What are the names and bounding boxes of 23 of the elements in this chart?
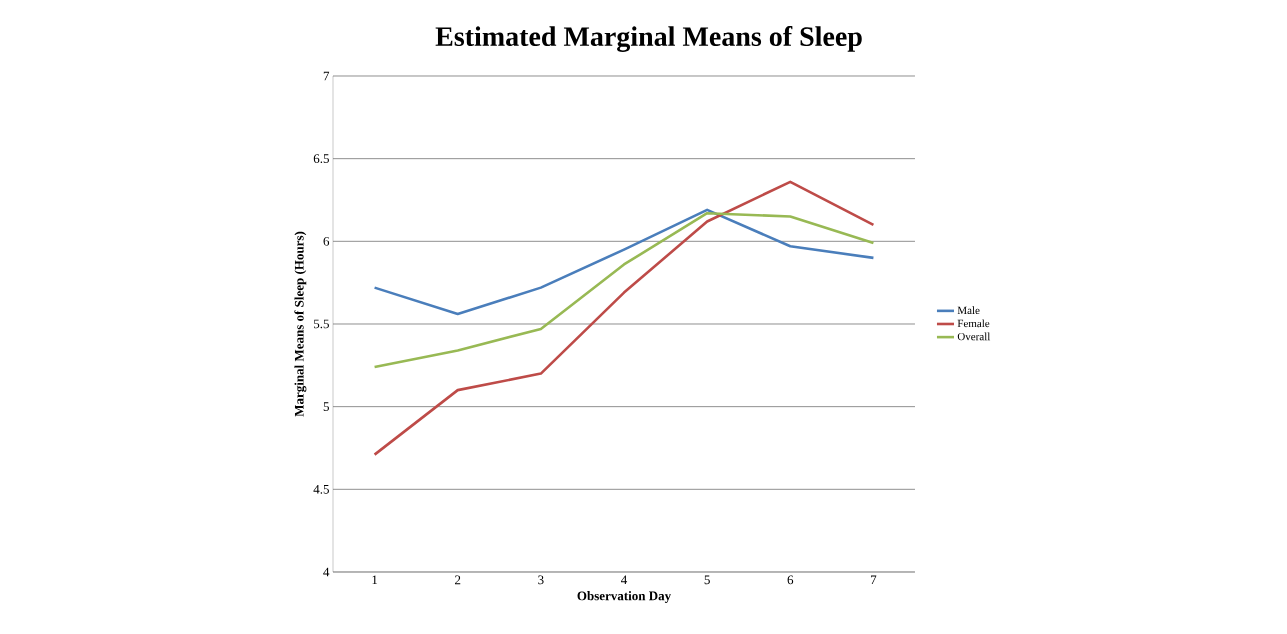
line-series	[373, 208, 875, 316]
x-tick-label: 4	[621, 575, 628, 585]
x-tick-label: 6	[787, 575, 794, 585]
line-series	[373, 211, 875, 369]
y-tick-label: 7	[323, 71, 330, 81]
legend-label: Male	[957, 306, 980, 315]
x-axis-title: Observation Day	[577, 591, 671, 603]
y-tick-label: 6	[323, 236, 330, 246]
line-series	[373, 180, 875, 456]
x-tick-label: 3	[538, 575, 544, 585]
legend-label: Female	[957, 319, 990, 328]
legend-label: Overall	[957, 332, 991, 341]
x-tick-label: 1	[372, 575, 378, 585]
y-tick-label: 4	[323, 567, 330, 577]
y-tick-label: 4.5	[313, 484, 329, 494]
y-tick-label: 6.5	[313, 154, 329, 164]
x-tick-label: 5	[704, 575, 710, 585]
x-tick-label: 7	[871, 575, 877, 585]
x-tick-label: 2	[455, 575, 461, 585]
y-axis-title: Marginal Means of Sleep (Hours)	[294, 231, 307, 417]
y-tick-label: 5	[323, 402, 329, 411]
chart-title: Estimated Marginal Means of Sleep	[435, 26, 862, 52]
y-tick-label: 5.5	[313, 319, 329, 329]
